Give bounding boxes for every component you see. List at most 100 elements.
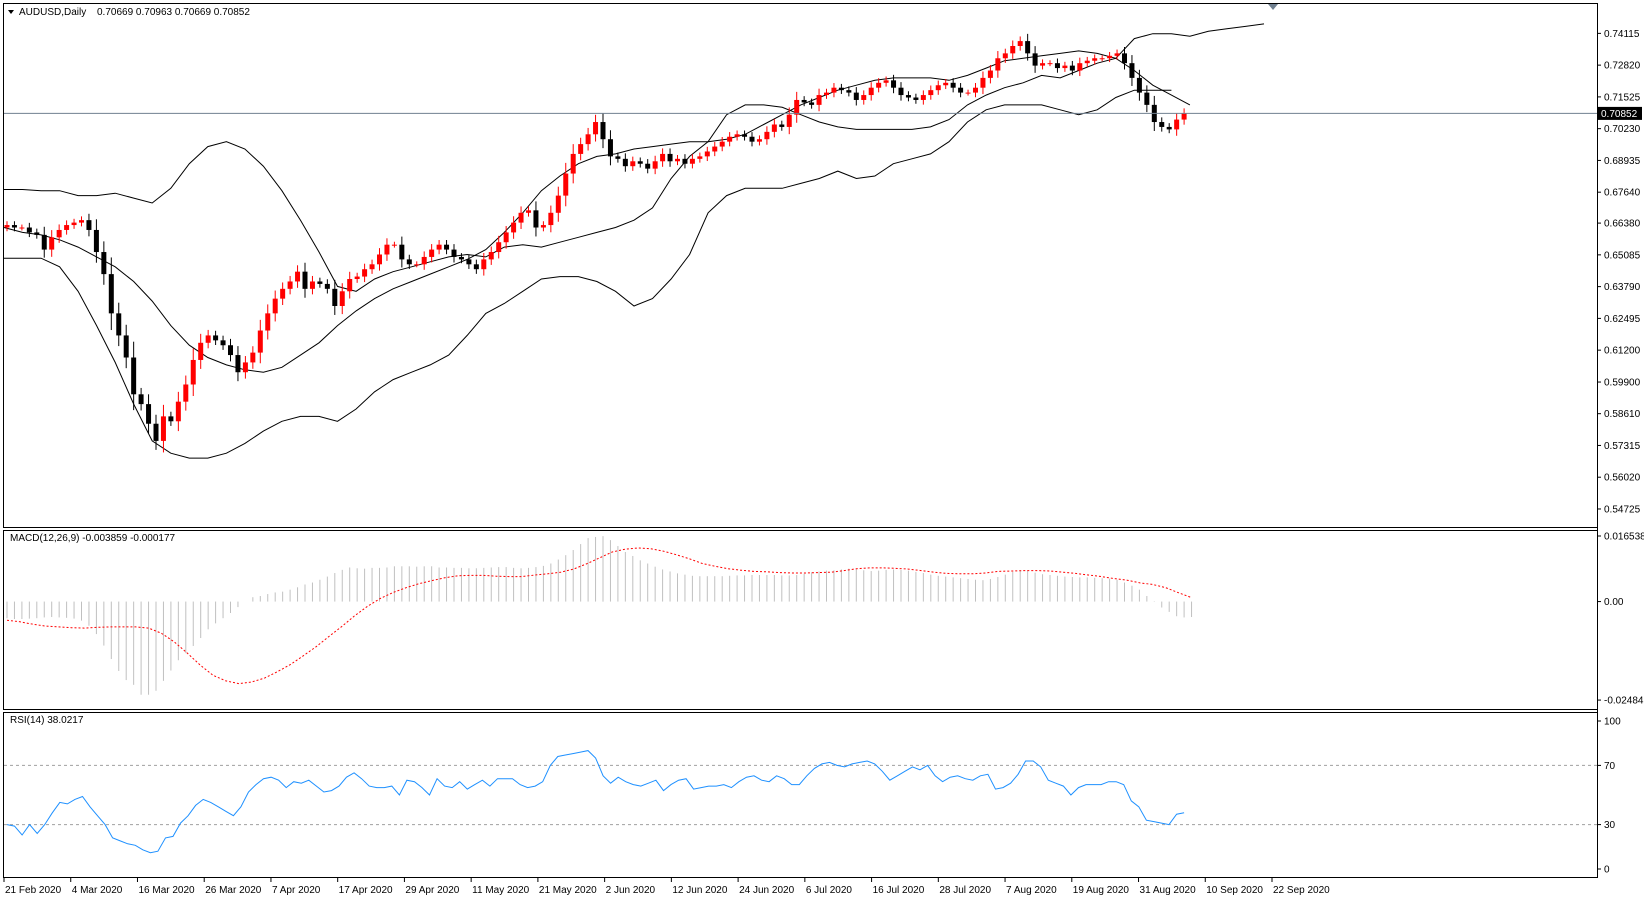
candle-bull (548, 212, 554, 226)
time-tick-label: 16 Mar 2020 (138, 885, 195, 896)
candle-bull (257, 330, 263, 353)
time-tick-label: 21 Feb 2020 (5, 885, 62, 896)
time-tick-label: 6 Jul 2020 (806, 885, 853, 896)
candle-bear (801, 99, 807, 103)
time-tick-label: 26 Mar 2020 (205, 885, 262, 896)
candle-bear (458, 256, 464, 260)
time-axis-labels: 21 Feb 2020 4 Mar 2020 16 Mar 2020 26 Mar 2… (3, 877, 1330, 896)
candle-bull (630, 161, 636, 167)
price-tick-label: 0.54725 (1604, 504, 1641, 515)
candle-bull (1099, 58, 1105, 60)
candle-bull (652, 161, 658, 169)
candle-bear (898, 87, 904, 96)
candle-bear (11, 225, 17, 228)
rsi-line (6, 750, 1185, 854)
candle-bull (1040, 63, 1046, 66)
candle-bear (779, 124, 785, 127)
candle-bull (49, 237, 55, 250)
candle-bull (965, 92, 971, 94)
candle-bear (317, 281, 323, 284)
candle-bull (1092, 58, 1098, 61)
candle-bear (34, 232, 40, 235)
price-tick-label: 0.67640 (1604, 188, 1641, 199)
candle-bull (1047, 63, 1053, 65)
price-tick-label: 0.58610 (1604, 409, 1641, 420)
candle-bull (391, 244, 397, 246)
candle-bull (354, 276, 360, 280)
candle-bull (1181, 113, 1187, 120)
candle-bull (384, 244, 390, 255)
candle-bull (511, 222, 517, 233)
candle-bull (876, 82, 882, 88)
candle-bull (660, 153, 666, 162)
candle-bull (377, 254, 382, 265)
price-tick-label: 0.56020 (1604, 473, 1641, 484)
candle-bear (742, 134, 748, 137)
upper-band-line (4, 23, 1265, 292)
candle-bull (71, 222, 77, 226)
candle-bear (645, 163, 651, 169)
candle-bull (295, 271, 301, 282)
candle-bear (607, 139, 613, 157)
candle-bull (593, 122, 599, 135)
price-tick-label: 0.57315 (1604, 441, 1641, 452)
candle-bear (1054, 63, 1060, 69)
candle-bull (1017, 41, 1023, 46)
rsi-panel-frame (3, 712, 1598, 878)
candle-bull (883, 80, 889, 83)
candle-bear (1136, 77, 1142, 93)
candle-bear (1159, 122, 1165, 127)
candle-bear (324, 283, 330, 289)
candle-bull (555, 195, 561, 213)
candle-bull (756, 139, 762, 142)
candle-bear (473, 264, 479, 270)
candle-bull (183, 384, 189, 402)
candle-bull (578, 144, 584, 154)
candle-bear (101, 252, 107, 275)
current-price-label: 0.70852 (1601, 109, 1638, 120)
candle-bull (987, 70, 993, 78)
candle-bear (399, 244, 405, 260)
middle-band-line (3, 50, 1191, 373)
candle-bear (682, 158, 688, 164)
candle-bull (19, 227, 25, 229)
candle-bull (920, 95, 926, 100)
time-tick-label: 31 Aug 2020 (1140, 885, 1197, 896)
candle-bear (444, 244, 450, 250)
candle-bear (637, 161, 643, 164)
price-tick-label: 0.59900 (1604, 378, 1641, 389)
price-tick-label: 0.74115 (1604, 29, 1640, 40)
candle-bear (332, 288, 338, 306)
candle-bear (1032, 53, 1038, 66)
candle-bear (809, 102, 815, 105)
candle-bull (861, 95, 867, 100)
candle-bull (727, 136, 733, 142)
rsi-tick-label: 70 (1604, 761, 1616, 772)
candlesticks (4, 33, 1187, 453)
price-axis-ticks: 0.74115 0.72820 0.71525 0.70230 0.68935 0.676… (1597, 29, 1641, 515)
candle-bull (272, 298, 278, 314)
price-tick-label: 0.65085 (1604, 250, 1641, 261)
candle-bear (41, 234, 47, 250)
candle-bear (615, 156, 621, 159)
candle-bear (1144, 92, 1150, 105)
candle-bull (1062, 65, 1068, 69)
time-tick-label: 7 Apr 2020 (272, 885, 321, 896)
time-tick-label: 10 Sep 2020 (1206, 885, 1263, 896)
candle-bull (831, 87, 837, 93)
candle-bull (280, 288, 286, 299)
candle-bull (198, 342, 204, 360)
candle-bull (250, 352, 256, 363)
symbol-dropdown-icon[interactable] (8, 10, 14, 14)
candle-bull (585, 134, 591, 145)
chart-shift-marker-icon[interactable] (1268, 4, 1278, 10)
candle-bull (943, 82, 949, 86)
candle-bull (689, 158, 695, 164)
candle-bull (570, 153, 576, 174)
candle-bull (764, 131, 770, 140)
candle-bull (429, 249, 435, 257)
candle-bear (86, 220, 92, 230)
candle-bull (824, 92, 829, 96)
macd-series (6, 536, 1193, 695)
